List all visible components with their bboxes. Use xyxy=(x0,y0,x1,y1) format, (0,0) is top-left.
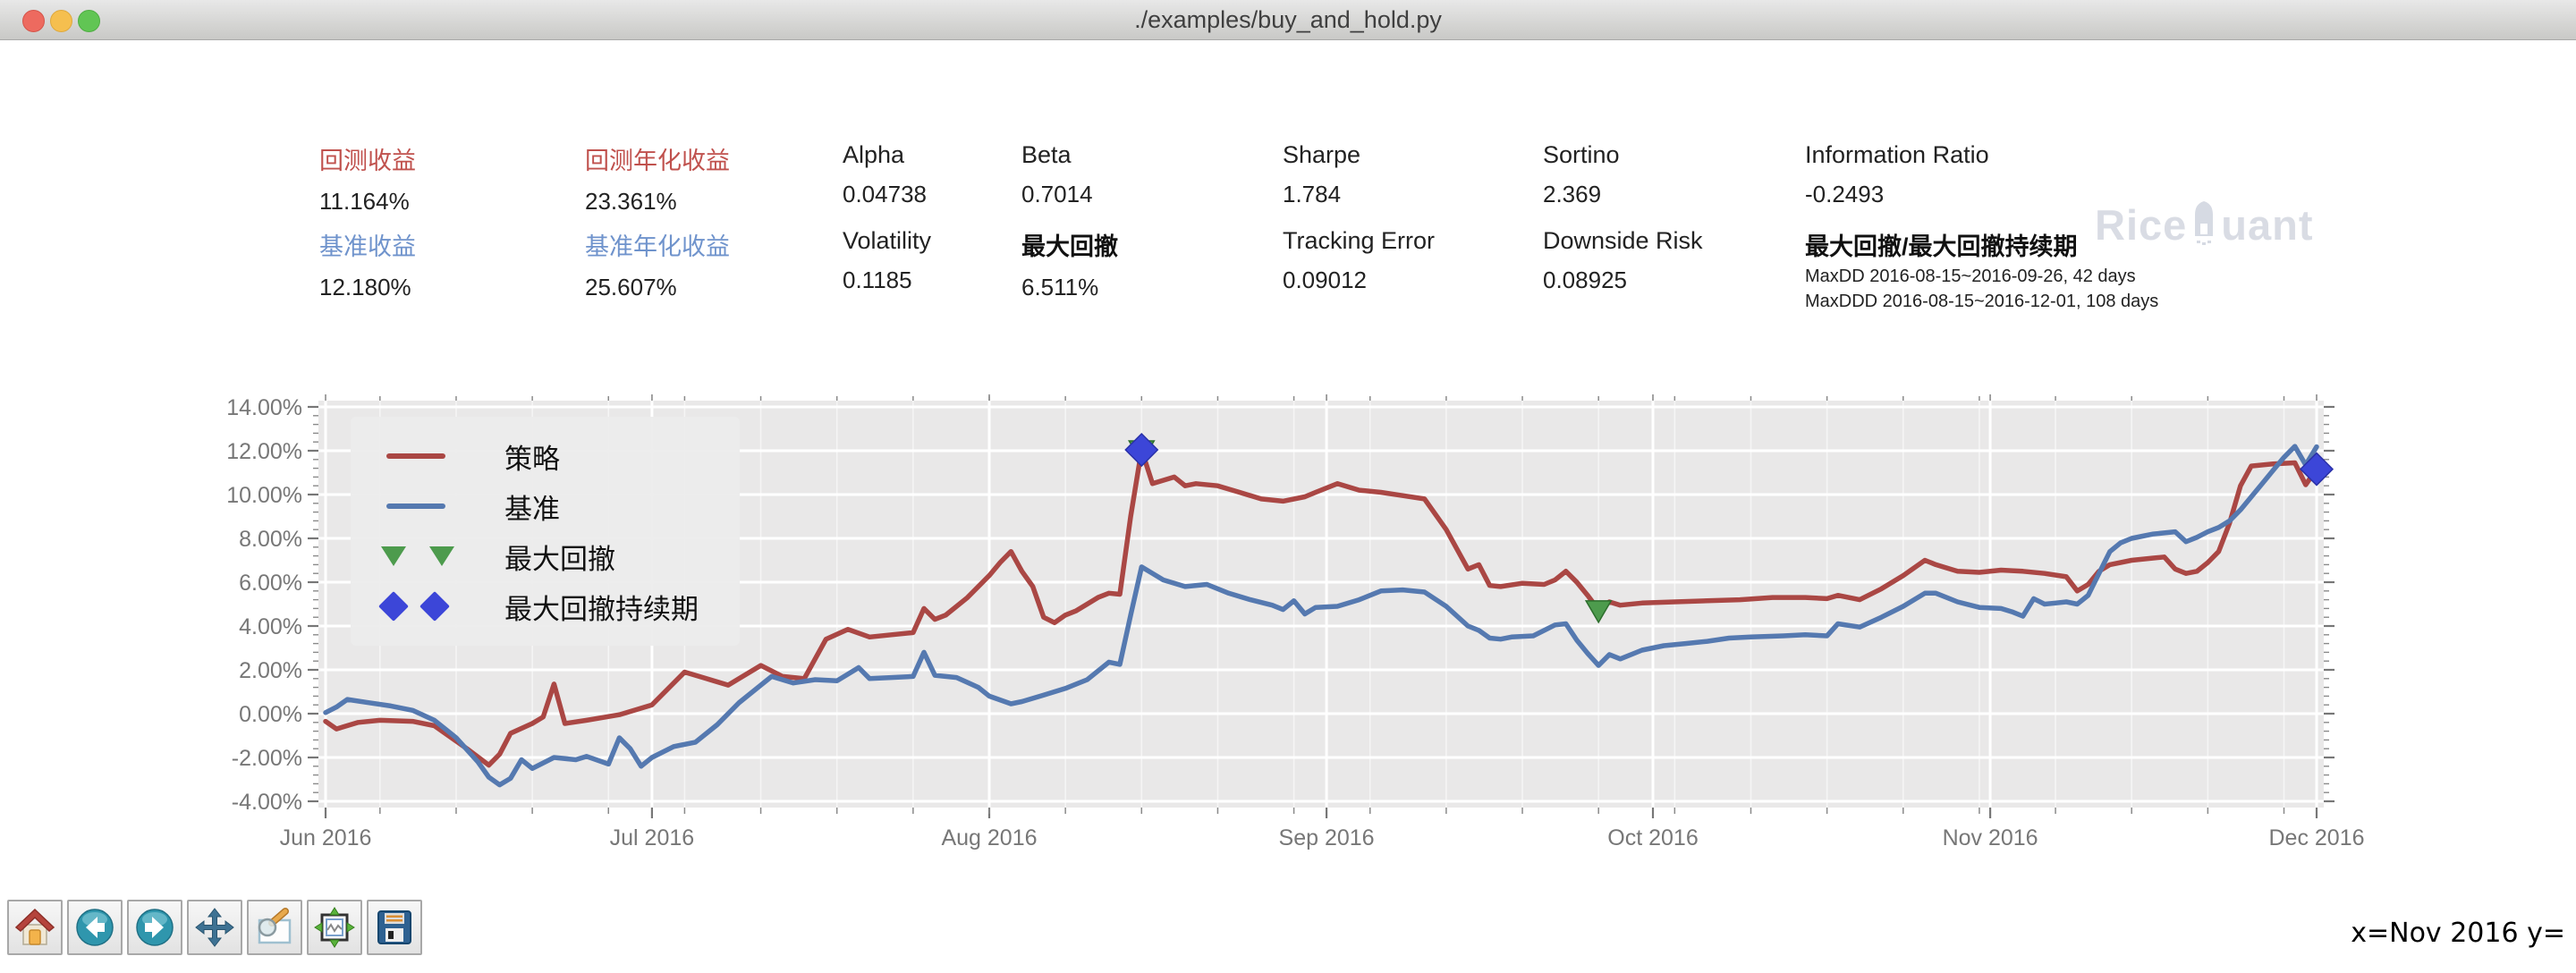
stat-benchmark-annual-return: 基准年化收益 25.607% xyxy=(585,233,730,300)
diamond-icon xyxy=(378,591,409,622)
matplotlib-toolbar xyxy=(7,900,422,955)
svg-text:8.00%: 8.00% xyxy=(239,527,302,552)
ricequant-watermark: Rice uant xyxy=(2095,200,2314,257)
floppy-disk-icon xyxy=(377,910,411,944)
svg-text:-2.00%: -2.00% xyxy=(232,746,302,771)
cursor-position-readout: x=Nov 2016 y= xyxy=(2351,918,2565,949)
maxdd-range: MaxDD 2016-08-15~2016-09-26, 42 days xyxy=(1805,267,2136,286)
diamond-icon xyxy=(419,591,450,622)
window-title: ./examples/buy_and_hold.py xyxy=(1134,6,1442,33)
stat-max-drawdown: 最大回撤 6.511% xyxy=(1021,233,1118,300)
title-bar: ./examples/buy_and_hold.py xyxy=(0,0,2576,40)
svg-text:Jul 2016: Jul 2016 xyxy=(610,825,695,850)
svg-text:-4.00%: -4.00% xyxy=(232,790,302,815)
minimize-button[interactable] xyxy=(50,10,72,32)
legend-item-strategy: 策略 xyxy=(374,431,699,481)
zoom-to-rect-button[interactable] xyxy=(247,900,302,955)
legend-item-benchmark: 基准 xyxy=(374,481,699,531)
legend-item-maxddd: 最大回撤持续期 xyxy=(374,581,699,631)
stat-downside-risk: Downside Risk 0.08925 xyxy=(1543,227,1703,293)
maxddd-range: MaxDDD 2016-08-15~2016-12-01, 108 days xyxy=(1805,292,2159,311)
svg-text:14.00%: 14.00% xyxy=(226,395,302,420)
svg-text:4.00%: 4.00% xyxy=(239,614,302,639)
stat-beta: Beta 0.7014 xyxy=(1021,141,1093,207)
forward-arrow-icon xyxy=(136,909,174,946)
triangle-down-icon xyxy=(429,546,454,566)
pan-button[interactable] xyxy=(187,900,242,955)
stat-volatility: Volatility 0.1185 xyxy=(843,227,932,293)
save-button[interactable] xyxy=(367,900,422,955)
svg-text:2.00%: 2.00% xyxy=(239,658,302,683)
svg-text:Nov 2016: Nov 2016 xyxy=(1943,825,2038,850)
forward-button[interactable] xyxy=(127,900,182,955)
stat-maxdd-maxddd: 最大回撤/最大回撤持续期 MaxDD 2016-08-15~2016-09-26… xyxy=(1805,233,2159,311)
benchmark-line-swatch xyxy=(386,503,445,509)
zoom-window-button[interactable] xyxy=(78,10,100,32)
stat-sharpe: Sharpe 1.784 xyxy=(1283,141,1361,207)
rocket-icon xyxy=(2189,200,2219,257)
svg-text:Jun 2016: Jun 2016 xyxy=(280,825,372,850)
stat-backtest-return: 回测收益 11.164% xyxy=(319,148,416,215)
svg-text:Sep 2016: Sep 2016 xyxy=(1279,825,1375,850)
subplots-icon xyxy=(314,907,355,948)
svg-text:6.00%: 6.00% xyxy=(239,571,302,596)
back-arrow-icon xyxy=(76,909,114,946)
stat-benchmark-return: 基准收益 12.180% xyxy=(319,233,416,300)
svg-text:10.00%: 10.00% xyxy=(226,483,302,508)
svg-text:Aug 2016: Aug 2016 xyxy=(941,825,1037,850)
stat-sortino: Sortino 2.369 xyxy=(1543,141,1620,207)
home-icon xyxy=(14,908,55,945)
svg-text:Oct 2016: Oct 2016 xyxy=(1607,825,1698,850)
strategy-line-swatch xyxy=(386,453,445,459)
triangle-down-icon xyxy=(381,546,406,566)
pan-arrows-icon xyxy=(195,908,234,947)
stat-tracking-error: Tracking Error 0.09012 xyxy=(1283,227,1436,293)
home-button[interactable] xyxy=(7,900,63,955)
svg-text:0.00%: 0.00% xyxy=(239,702,302,727)
stat-backtest-annual-return: 回测年化收益 23.361% xyxy=(585,148,730,215)
legend-item-maxdd: 最大回撤 xyxy=(374,531,699,581)
stat-information-ratio: Information Ratio -0.2493 xyxy=(1805,141,1989,207)
svg-text:Dec 2016: Dec 2016 xyxy=(2268,825,2364,850)
svg-text:12.00%: 12.00% xyxy=(226,439,302,464)
stat-alpha: Alpha 0.04738 xyxy=(843,141,927,207)
close-button[interactable] xyxy=(22,10,45,32)
back-button[interactable] xyxy=(67,900,123,955)
chart-legend: 策略 基准 最大回撤 最大回撤持续期 xyxy=(351,417,740,646)
configure-subplots-button[interactable] xyxy=(307,900,362,955)
zoom-rect-icon xyxy=(258,908,292,944)
